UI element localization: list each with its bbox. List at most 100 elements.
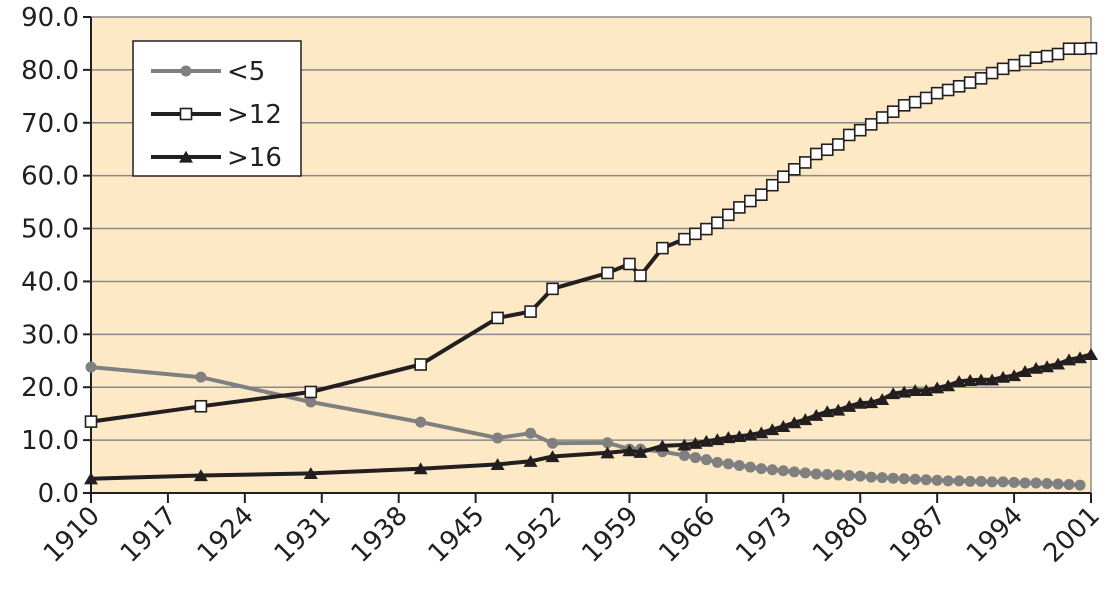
- data-point: [525, 427, 537, 439]
- x-tick-label: 1931: [269, 501, 337, 569]
- legend-swatch-marker: [179, 150, 193, 163]
- data-point: [776, 420, 791, 432]
- data-point: [777, 170, 790, 184]
- data-point: [1040, 49, 1054, 63]
- data-point: [832, 469, 844, 481]
- data-point: [1040, 360, 1055, 373]
- data-point: [941, 379, 956, 392]
- data-point: [414, 358, 427, 371]
- data-point: [942, 475, 954, 487]
- data-point: [919, 91, 933, 105]
- data-point: [623, 257, 636, 271]
- data-point: [1062, 353, 1077, 366]
- data-point: [886, 387, 901, 400]
- data-point: [1052, 478, 1064, 490]
- y-axis-ticks: 0.0 10.0 20.0 30.0 40.0 50.0 60.0 70.0 80.0 90.0: [21, 3, 91, 509]
- data-point: [920, 474, 932, 486]
- data-point: [1007, 58, 1021, 72]
- data-point: [964, 475, 976, 487]
- x-tick-label: 1924: [192, 501, 260, 569]
- data-point: [766, 464, 778, 476]
- data-point: [897, 385, 912, 398]
- data-point: [689, 452, 701, 464]
- data-point: [721, 431, 736, 444]
- data-point: [1073, 42, 1087, 56]
- data-point: [678, 449, 690, 461]
- data-point: [766, 178, 779, 192]
- data-point: [831, 138, 845, 151]
- data-point: [700, 222, 713, 236]
- data-point: [656, 241, 669, 255]
- data-point: [600, 446, 615, 459]
- data-point: [193, 469, 208, 482]
- legend-box: [132, 40, 302, 177]
- data-point: [820, 405, 835, 418]
- data-point: [524, 305, 537, 318]
- data-point: [953, 475, 965, 487]
- y-tick-label: 70.0: [21, 109, 79, 139]
- data-point: [755, 188, 768, 202]
- x-tick-label: 1987: [884, 501, 952, 569]
- x-tick-label: 1910: [38, 501, 106, 569]
- y-tick-label: 30.0: [21, 320, 79, 350]
- data-point: [853, 123, 867, 137]
- data-point: [689, 227, 702, 241]
- legend-label: >16: [227, 143, 282, 173]
- data-point: [788, 466, 800, 478]
- data-point: [84, 415, 98, 428]
- data-point: [864, 396, 879, 409]
- data-point: [985, 66, 999, 80]
- x-tick-label: 1917: [115, 501, 183, 569]
- y-tick-label: 60.0: [21, 162, 79, 192]
- data-point: [810, 468, 822, 480]
- data-point: [820, 143, 834, 157]
- data-point: [711, 216, 724, 230]
- data-point: [908, 384, 923, 396]
- data-point: [787, 163, 801, 176]
- x-tick-label: 1959: [576, 501, 644, 569]
- data-point: [798, 156, 812, 169]
- data-point: [854, 470, 866, 482]
- data-point: [754, 426, 769, 439]
- data-point: [1084, 348, 1098, 361]
- data-point: [711, 456, 723, 468]
- data-point: [842, 128, 856, 142]
- data-point: [546, 282, 559, 296]
- data-point: [931, 474, 943, 486]
- data-point: [304, 385, 318, 399]
- data-point: [733, 201, 746, 214]
- data-point: [755, 463, 767, 475]
- data-point: [744, 194, 757, 208]
- data-point: [842, 399, 857, 412]
- data-point: [492, 432, 504, 444]
- data-point: [1073, 351, 1088, 364]
- y-tick-label: 90.0: [21, 3, 79, 33]
- data-point: [1019, 477, 1031, 489]
- data-point: [843, 470, 855, 482]
- data-point: [722, 458, 734, 470]
- data-point: [700, 454, 712, 466]
- series-1: [84, 41, 1098, 428]
- data-point: [733, 459, 745, 471]
- data-point: [732, 430, 747, 443]
- y-tick-label: 50.0: [21, 215, 79, 245]
- data-point: [634, 269, 647, 282]
- data-point: [710, 433, 725, 446]
- axes: [90, 17, 1092, 494]
- data-point: [1062, 42, 1076, 56]
- data-point: [545, 450, 560, 463]
- legend-swatch-marker: [179, 107, 193, 121]
- data-point: [821, 468, 833, 480]
- data-point: [85, 361, 97, 373]
- legend-item: >12: [151, 100, 282, 130]
- data-point: [831, 403, 846, 416]
- data-point: [909, 473, 921, 485]
- x-axis-ticks: 1910 1917 1924 1931 1938 1945 1952 1959 1966 1973…: [38, 493, 1106, 569]
- data-point: [655, 439, 670, 452]
- data-point: [305, 396, 317, 408]
- data-point: [1018, 365, 1033, 377]
- data-point: [908, 95, 922, 109]
- data-point: [875, 393, 890, 405]
- legend-swatch-marker: [180, 65, 192, 77]
- data-point: [809, 147, 823, 161]
